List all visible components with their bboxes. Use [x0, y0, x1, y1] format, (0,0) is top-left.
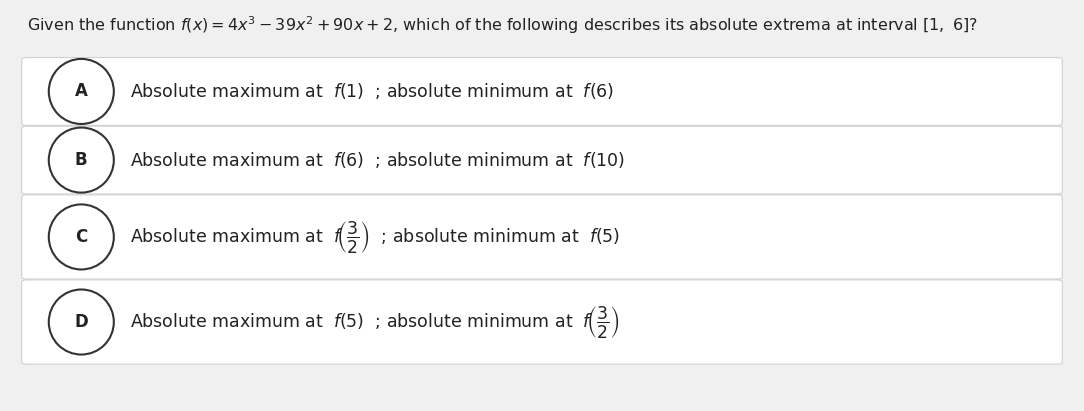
Text: Absolute maximum at  $f(6)$  ; absolute minimum at  $f(10)$: Absolute maximum at $f(6)$ ; absolute mi…: [130, 150, 625, 170]
Ellipse shape: [49, 289, 114, 355]
Ellipse shape: [49, 127, 114, 193]
Text: B: B: [75, 151, 88, 169]
Text: Absolute maximum at  $f\!\left(\dfrac{3}{2}\right)$  ; absolute minimum at  $f(5: Absolute maximum at $f\!\left(\dfrac{3}{…: [130, 219, 620, 255]
Text: Given the function $f\left(x\right)=4x^3-39x^2+90x+2$, which of the following de: Given the function $f\left(x\right)=4x^3…: [27, 14, 978, 36]
Ellipse shape: [49, 204, 114, 270]
FancyBboxPatch shape: [22, 126, 1062, 194]
Text: Absolute maximum at  $f(1)$  ; absolute minimum at  $f(6)$: Absolute maximum at $f(1)$ ; absolute mi…: [130, 81, 615, 102]
FancyBboxPatch shape: [22, 195, 1062, 279]
Text: A: A: [75, 83, 88, 100]
FancyBboxPatch shape: [22, 58, 1062, 125]
FancyBboxPatch shape: [22, 280, 1062, 364]
Text: Absolute maximum at  $f(5)$  ; absolute minimum at  $f\!\left(\dfrac{3}{2}\right: Absolute maximum at $f(5)$ ; absolute mi…: [130, 304, 620, 340]
Ellipse shape: [49, 59, 114, 124]
Text: C: C: [75, 228, 88, 246]
Text: D: D: [75, 313, 88, 331]
